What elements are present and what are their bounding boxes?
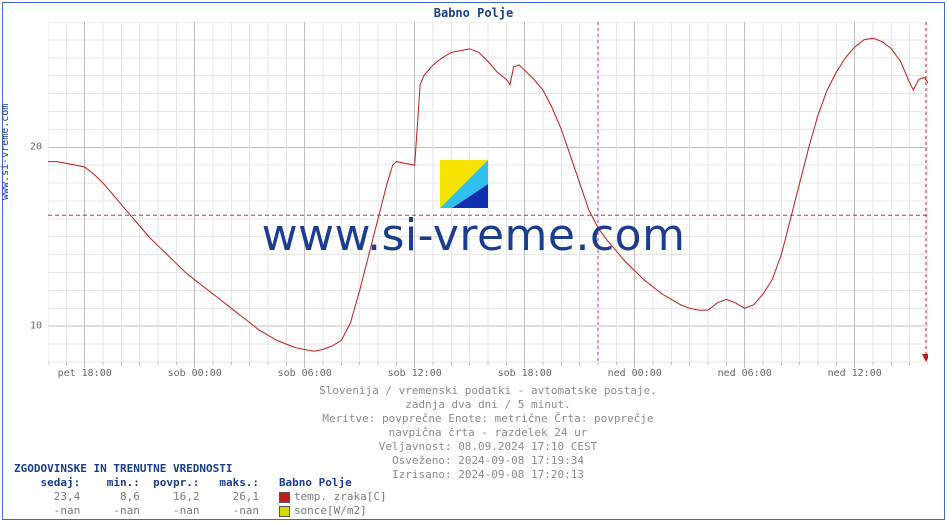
watermark-logo — [440, 160, 488, 208]
x-tick-label: pet 18:00 — [58, 368, 112, 379]
footer-line: Veljavnost: 08.09.2024 17:10 CEST — [48, 440, 928, 454]
legend-swatch — [279, 506, 290, 517]
chart-plot-area — [48, 22, 928, 362]
y-tick-label: 20 — [12, 142, 42, 153]
stats-block: ZGODOVINSKE IN TRENUTNE VREDNOSTI sedaj:… — [14, 462, 387, 518]
x-tick-label: ned 12:00 — [828, 368, 882, 379]
footer-line: Slovenija / vremenski podatki - avtomats… — [48, 384, 928, 398]
x-tick-label: ned 06:00 — [718, 368, 772, 379]
legend-label: sonce[W/m2] — [294, 504, 367, 517]
chart-svg — [48, 22, 928, 382]
chart-title: Babno Polje — [0, 6, 947, 20]
x-tick-label: sob 18:00 — [498, 368, 552, 379]
footer-line: Meritve: povprečne Enote: metrične Črta:… — [48, 412, 928, 426]
site-vertical-label: www.si-vreme.com — [0, 104, 11, 200]
x-tick-label: sob 12:00 — [388, 368, 442, 379]
footer-line: zadnja dva dni / 5 minut. — [48, 398, 928, 412]
x-tick-label: sob 00:00 — [168, 368, 222, 379]
legend-label: temp. zraka[C] — [294, 490, 387, 503]
stats-station: Babno Polje — [279, 476, 352, 489]
stats-heading: ZGODOVINSKE IN TRENUTNE VREDNOSTI — [14, 462, 233, 475]
footer-line: navpična črta - razdelek 24 ur — [48, 426, 928, 440]
x-tick-label: sob 06:00 — [278, 368, 332, 379]
y-tick-label: 10 — [12, 321, 42, 332]
legend-swatch — [279, 492, 290, 503]
x-tick-label: ned 00:00 — [608, 368, 662, 379]
